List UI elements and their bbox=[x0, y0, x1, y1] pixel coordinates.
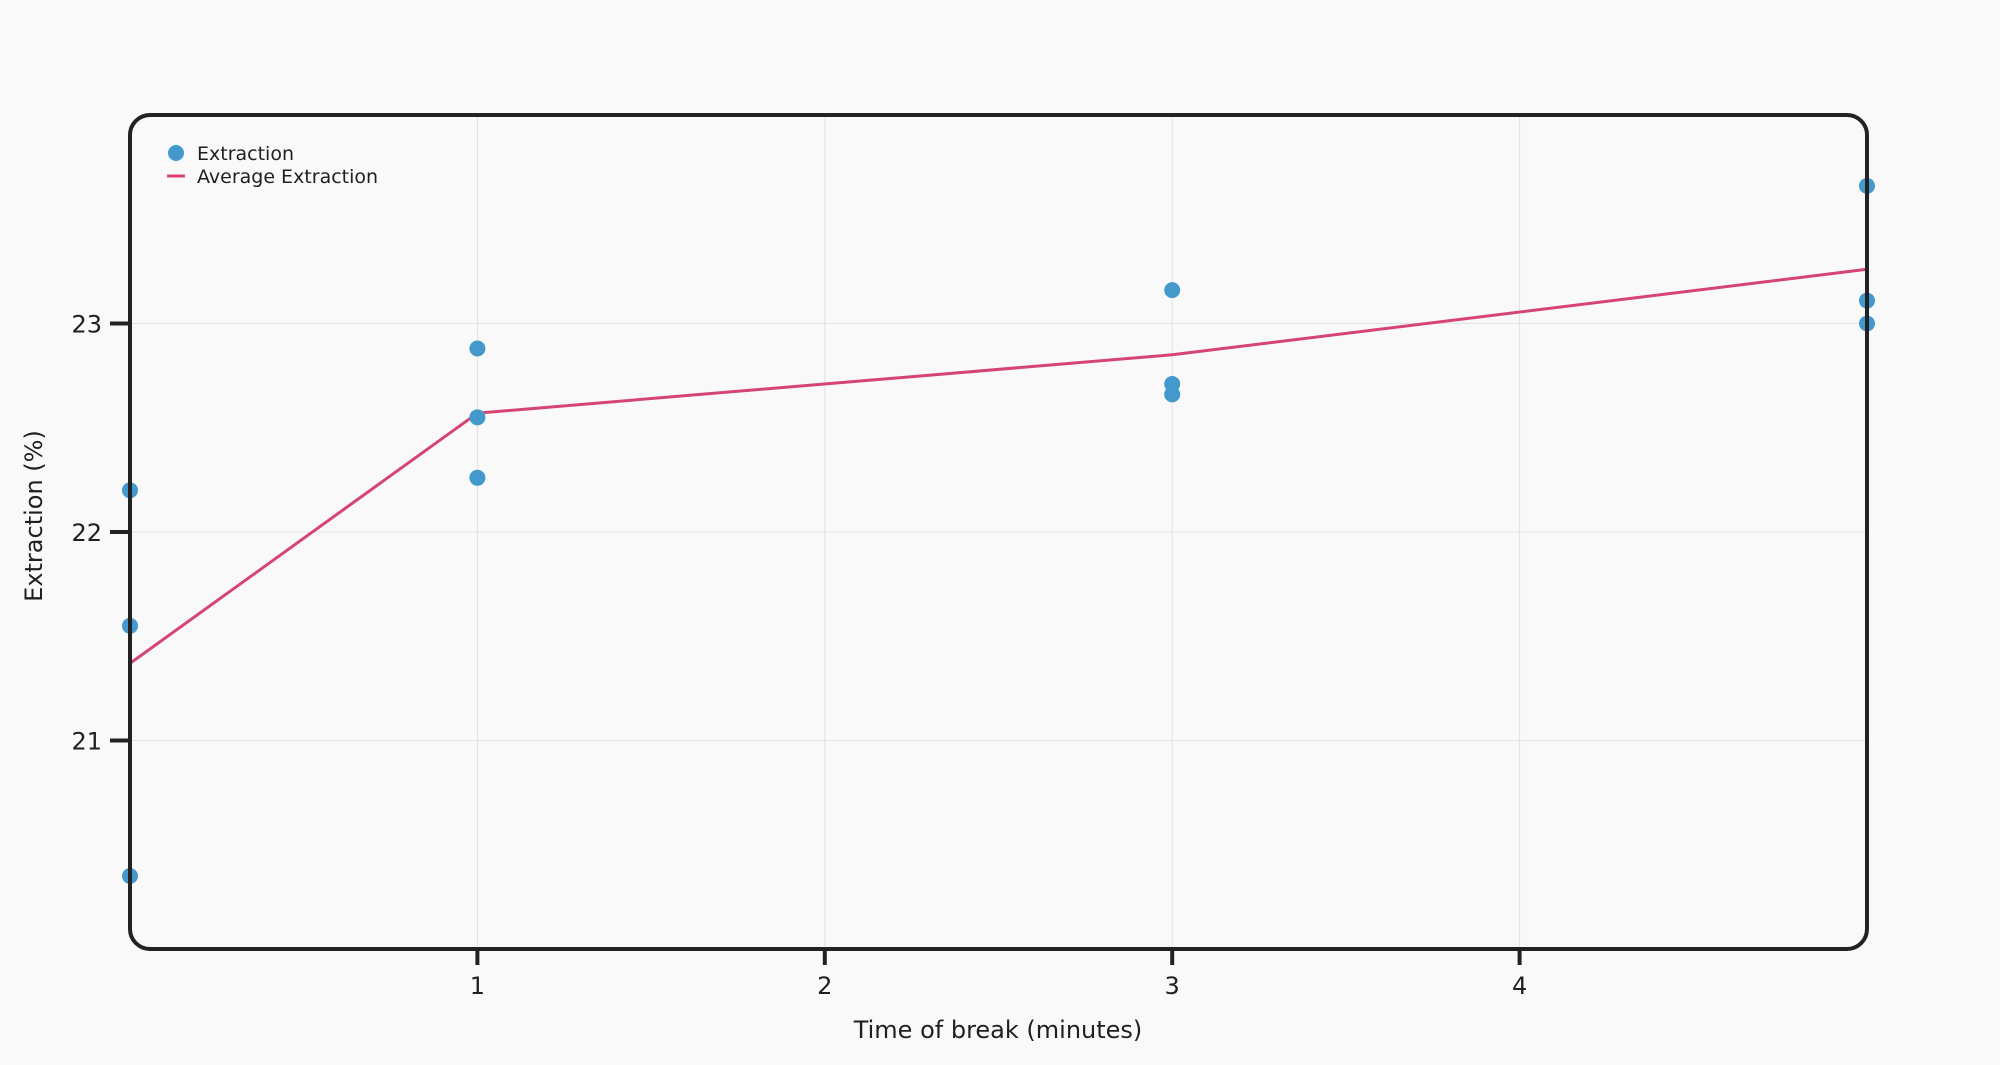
legend: Extraction Average Extraction bbox=[167, 143, 378, 188]
y-axis-ticks: 21 22 23 bbox=[71, 311, 130, 756]
legend-average-label: Average Extraction bbox=[197, 166, 378, 188]
x-tick-label: 2 bbox=[817, 972, 832, 1000]
average-extraction-series bbox=[129, 267, 1868, 665]
x-tick-label: 3 bbox=[1165, 972, 1180, 1000]
x-tick-label: 4 bbox=[1512, 972, 1527, 1000]
x-tick-label: 1 bbox=[470, 972, 485, 1000]
y-axis-label: Extraction (%) bbox=[20, 430, 48, 602]
extraction-point bbox=[469, 409, 486, 426]
extraction-point bbox=[1164, 386, 1181, 403]
x-axis-ticks: 1 2 3 4 bbox=[470, 949, 1527, 1000]
average-extraction-line bbox=[129, 267, 1868, 665]
extraction-series bbox=[122, 177, 1875, 885]
legend-extraction-marker bbox=[168, 145, 184, 161]
x-axis-label: Time of break (minutes) bbox=[853, 1016, 1143, 1044]
extraction-point bbox=[1164, 282, 1181, 299]
y-tick-label: 21 bbox=[71, 728, 102, 756]
y-tick-label: 23 bbox=[71, 311, 102, 339]
legend-extraction-label: Extraction bbox=[197, 143, 294, 165]
grid bbox=[130, 115, 1867, 949]
y-tick-label: 22 bbox=[71, 519, 102, 547]
extraction-point bbox=[469, 469, 486, 486]
extraction-point bbox=[469, 340, 486, 357]
